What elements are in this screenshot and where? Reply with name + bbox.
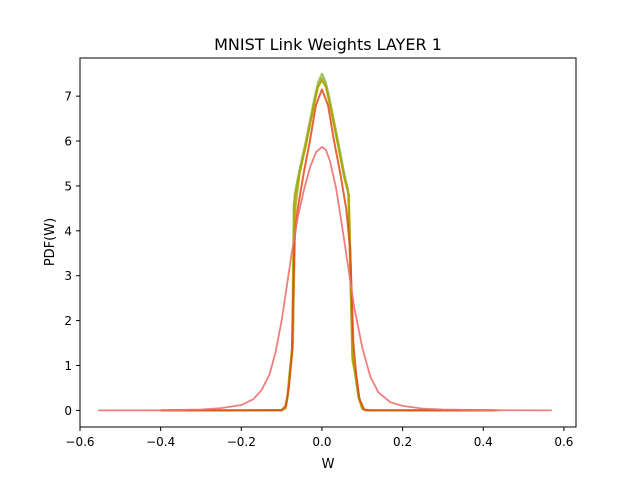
y-tick-label: 5 — [64, 179, 72, 193]
series-line-4 — [160, 88, 496, 412]
y-tick-label: 2 — [64, 314, 72, 328]
x-tick-label: 0.2 — [393, 435, 412, 449]
x-tick-label: 0.0 — [312, 435, 331, 449]
y-tick-label: 6 — [64, 135, 72, 149]
chart-title: MNIST Link Weights LAYER 1 — [214, 35, 442, 54]
x-tick-label: −0.6 — [65, 435, 94, 449]
x-tick-label: −0.2 — [227, 435, 256, 449]
y-tick-label: 0 — [64, 404, 72, 418]
x-tick-label: −0.4 — [146, 435, 175, 449]
y-axis-label: PDF(W) — [43, 218, 58, 266]
y-tick-label: 3 — [64, 269, 72, 283]
x-tick-label: 0.4 — [474, 435, 493, 449]
y-tick-label: 4 — [64, 224, 72, 238]
y-tick-label: 1 — [64, 359, 72, 373]
x-axis-label: W — [322, 457, 335, 472]
y-tick-label: 7 — [64, 90, 72, 104]
y-axis: 0 1 2 3 4 5 6 7 — [64, 90, 80, 418]
x-axis: −0.6 −0.4 −0.2 0.0 0.2 0.4 0.6 — [65, 427, 573, 449]
series-layer — [98, 72, 552, 412]
x-tick-label: 0.6 — [554, 435, 573, 449]
plot-frame — [79, 57, 577, 428]
series-line-5 — [98, 145, 552, 412]
